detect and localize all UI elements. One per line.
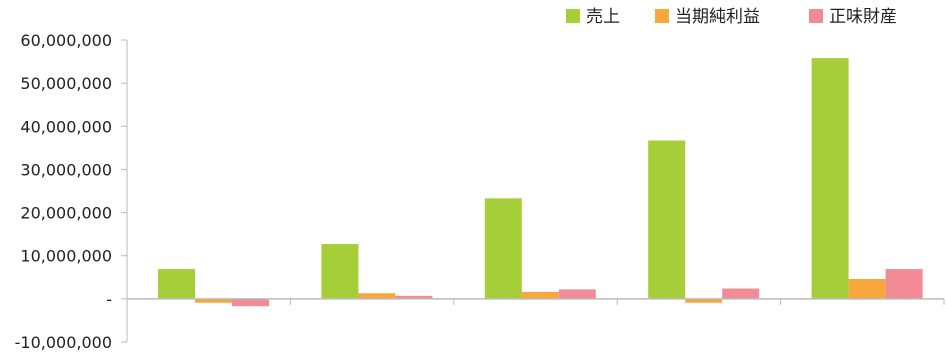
bar <box>232 298 269 307</box>
bar <box>484 198 522 299</box>
y-tick-label: -10,000,000 <box>15 333 112 352</box>
x-axis <box>126 298 945 305</box>
bar <box>648 140 686 299</box>
legend: 売上 当期純利益 正味財産 <box>566 7 897 27</box>
bars <box>158 58 923 307</box>
bar <box>848 279 886 299</box>
legend-label: 売上 <box>586 7 620 27</box>
y-tick-label: 50,000,000 <box>20 74 112 93</box>
bar <box>811 58 849 299</box>
y-tick-label: 10,000,000 <box>20 247 112 266</box>
bar <box>558 289 596 299</box>
y-tick-label: - <box>106 290 112 309</box>
bar <box>722 288 760 299</box>
y-tick-label: 40,000,000 <box>20 117 112 136</box>
y-tick-label: 60,000,000 <box>20 31 112 50</box>
y-tick-label: 20,000,000 <box>20 204 112 223</box>
legend-swatch <box>566 9 580 23</box>
bar <box>395 295 433 299</box>
bar <box>685 298 723 303</box>
legend-swatch <box>809 9 823 23</box>
bar <box>321 244 359 299</box>
legend-swatch <box>655 9 669 23</box>
bar <box>158 269 195 299</box>
y-tick-label: 30,000,000 <box>20 160 112 179</box>
bar <box>885 269 923 299</box>
legend-label: 当期純利益 <box>675 7 760 27</box>
y-axis: 60,000,000 50,000,000 40,000,000 30,000,000… <box>15 31 128 352</box>
legend-label: 正味財産 <box>829 7 897 27</box>
bar <box>521 291 559 299</box>
bar <box>358 293 396 299</box>
bar <box>195 298 232 303</box>
